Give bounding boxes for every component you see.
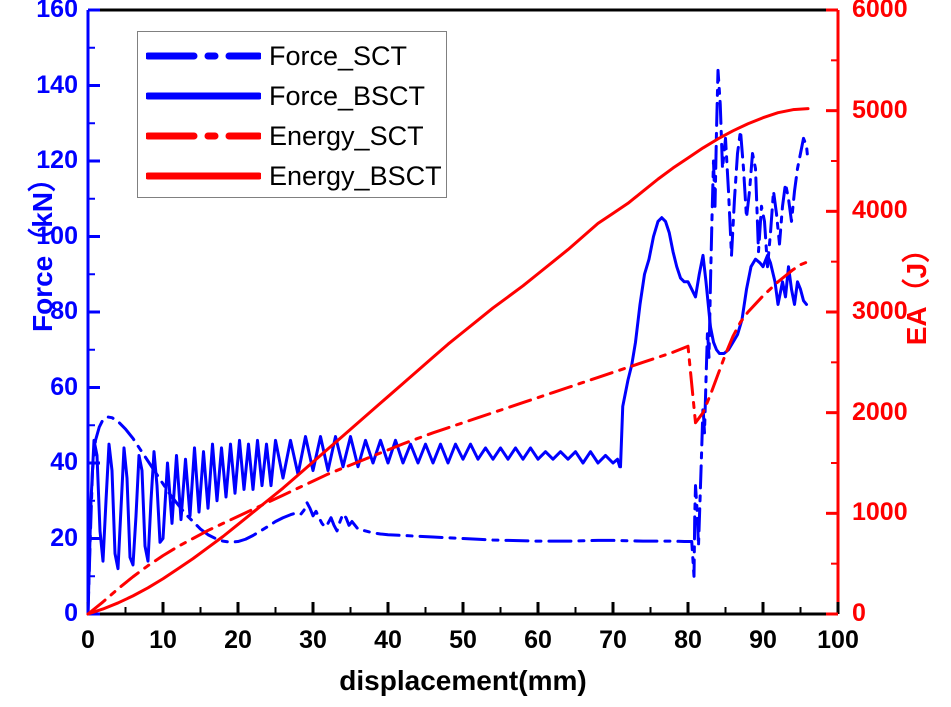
series-line-energy-sct — [86, 260, 810, 616]
x-tick-label: 100 — [817, 626, 859, 654]
legend-swatch-icon — [146, 126, 261, 146]
y2-tick-label: 5000 — [852, 95, 908, 124]
x-tick-label: 40 — [374, 626, 402, 654]
x-tick-label: 20 — [224, 626, 252, 654]
y2-tick-label: 3000 — [852, 297, 908, 325]
x-tick-label: 50 — [449, 626, 477, 654]
y-tick-label: 0 — [64, 599, 78, 627]
x-tick-label: 90 — [749, 626, 777, 654]
legend-label: Force_BSCT — [269, 80, 426, 111]
x-axis-title: displacement(mm) — [339, 665, 587, 696]
legend-item-energy-sct[interactable]: Energy_SCT — [138, 116, 446, 156]
legend-item-force-bsct[interactable]: Force_BSCT — [138, 76, 446, 116]
y-tick-label: 120 — [36, 146, 78, 174]
y-tick-label: 40 — [50, 448, 78, 476]
x-tick-label: 80 — [674, 626, 702, 654]
y2-tick-label: 0 — [852, 599, 866, 627]
x-tick-label: 10 — [149, 626, 177, 654]
legend-label: Force_SCT — [269, 40, 408, 71]
series-line-force-sct — [86, 68, 810, 616]
legend-swatch-icon — [146, 166, 261, 186]
axis-ticks — [86, 8, 840, 616]
y-tick-label: 80 — [50, 297, 78, 325]
y2-tick-label: 1000 — [852, 498, 908, 527]
x-tick-label: 60 — [524, 626, 552, 654]
legend-label: Energy_SCT — [269, 120, 424, 151]
x-tick-label: 0 — [81, 626, 95, 654]
y-tick-label: 20 — [50, 523, 78, 552]
series-line-force-bsct — [86, 216, 808, 616]
legend-swatch-icon — [146, 46, 261, 66]
chart-legend: Force_SCT Force_BSCT Energy_SCT Energy_BSCT — [137, 31, 447, 198]
data-series-group — [86, 68, 810, 616]
legend-swatch-icon — [146, 86, 261, 106]
y-tick-label: 160 — [36, 0, 78, 23]
y-tick-label: 60 — [50, 372, 78, 401]
x-tick-label: 70 — [599, 626, 627, 654]
y-tick-label: 100 — [36, 221, 78, 250]
legend-item-energy-bsct[interactable]: Energy_BSCT — [138, 156, 446, 196]
y2-tick-label: 4000 — [852, 196, 908, 225]
y-axis-title-right: EA（J） — [901, 234, 932, 346]
series-line-energy-bsct — [86, 107, 810, 616]
y2-tick-label: 2000 — [852, 397, 908, 426]
y-tick-label: 140 — [36, 70, 78, 99]
legend-item-force-sct[interactable]: Force_SCT — [138, 36, 446, 76]
legend-label: Energy_BSCT — [269, 160, 442, 191]
y2-tick-label: 6000 — [852, 0, 908, 23]
x-tick-label: 30 — [299, 626, 327, 654]
